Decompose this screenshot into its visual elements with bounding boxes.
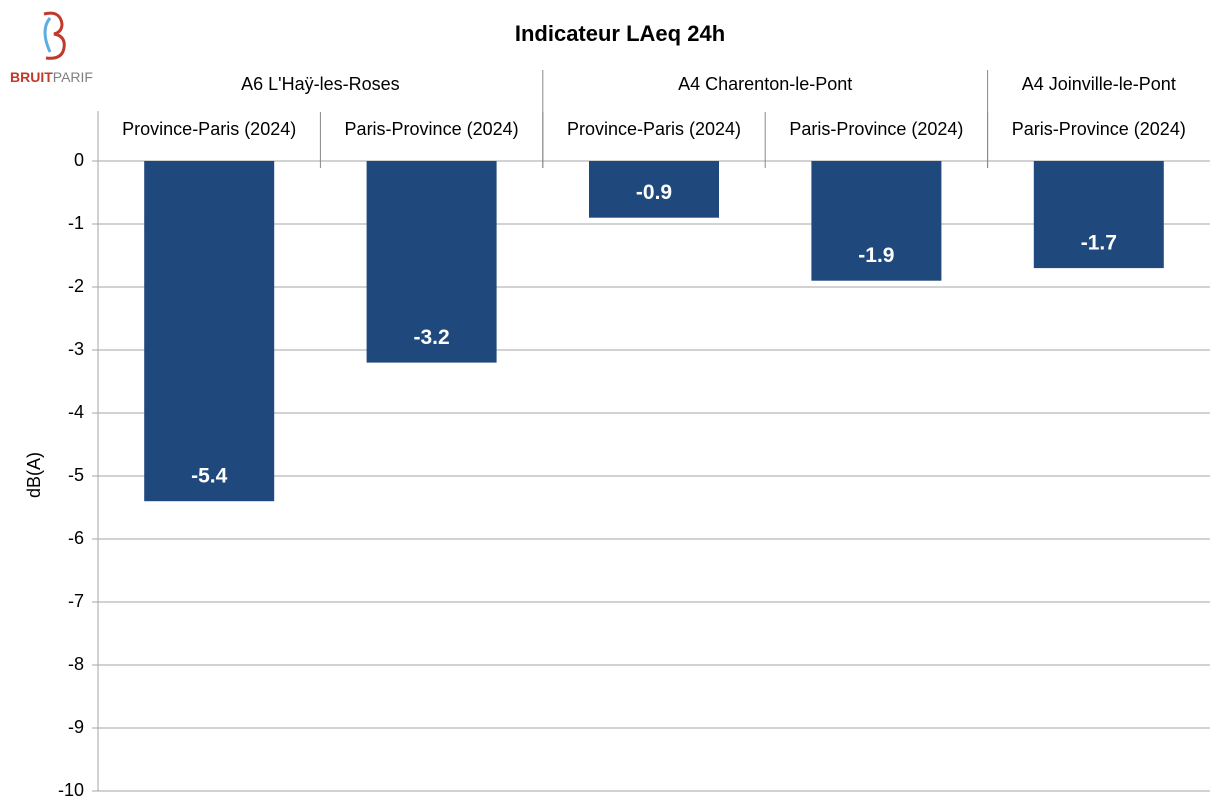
y-tick-label: -5	[68, 465, 84, 485]
y-axis-label: dB(A)	[24, 452, 44, 498]
y-tick-label: -8	[68, 654, 84, 674]
y-tick-label: -1	[68, 213, 84, 233]
logo-icon	[43, 11, 66, 60]
y-tick-label: -10	[58, 780, 84, 798]
logo: BRUITPARIF	[10, 11, 93, 85]
logo-text: BRUITPARIF	[10, 69, 93, 85]
x-tick-label: Province-Paris (2024)	[567, 119, 741, 139]
x-tick-label: Paris-Province (2024)	[789, 119, 963, 139]
bar	[144, 161, 275, 502]
group-label: A4 Charenton-le-Pont	[678, 74, 852, 94]
value-label: -5.4	[191, 465, 228, 488]
logo-part: BRUIT	[10, 69, 53, 85]
value-label: -3.2	[414, 326, 450, 349]
logo-icon	[43, 17, 52, 53]
y-tick-label: -9	[68, 717, 84, 737]
chart-title: Indicateur LAeq 24h	[515, 21, 725, 46]
y-tick-label: -6	[68, 528, 84, 548]
x-tick-label: Province-Paris (2024)	[122, 119, 296, 139]
y-tick-label: -2	[68, 276, 84, 296]
value-label: -1.9	[858, 244, 894, 267]
logo-part: PARIF	[53, 69, 93, 85]
bar	[811, 161, 942, 281]
value-label: -0.9	[636, 181, 672, 204]
group-label: A6 L'Haÿ-les-Roses	[241, 74, 400, 94]
x-tick-label: Paris-Province (2024)	[345, 119, 519, 139]
y-tick-label: 0	[74, 150, 84, 170]
y-tick-label: -7	[68, 591, 84, 611]
bar	[589, 161, 719, 218]
y-tick-label: -3	[68, 339, 84, 359]
bar	[1033, 161, 1164, 269]
bar	[366, 161, 497, 363]
value-label: -1.7	[1081, 232, 1117, 255]
group-label: A4 Joinville-le-Pont	[1022, 74, 1176, 94]
y-tick-label: -4	[68, 402, 84, 422]
x-tick-label: Paris-Province (2024)	[1012, 119, 1186, 139]
